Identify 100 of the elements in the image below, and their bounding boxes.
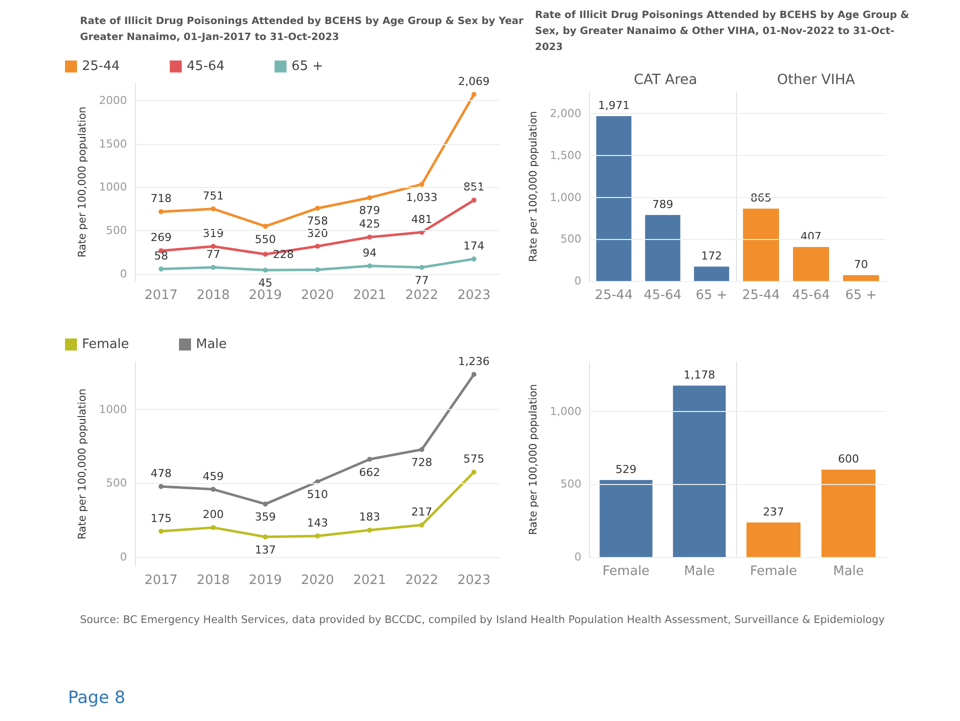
x-tick-label: Male xyxy=(833,564,864,579)
y-tick-label: 500 xyxy=(560,232,582,246)
data-label: 217 xyxy=(411,506,432,519)
point xyxy=(210,486,216,492)
point xyxy=(210,264,216,270)
point xyxy=(367,195,372,200)
data-label: 1,033 xyxy=(406,190,438,204)
x-tick-label: 2017 xyxy=(144,288,178,303)
y-tick-label: 500 xyxy=(560,478,582,491)
point xyxy=(419,182,424,187)
y-tick-label: 0 xyxy=(574,550,582,564)
x-tick-label: 45-64 xyxy=(644,288,682,303)
point xyxy=(158,266,164,272)
bar xyxy=(596,116,632,281)
y-tick-label: 0 xyxy=(120,268,127,281)
chart-title: Rate of Illicit Drug Poisonings Attended by BCEHS by Age Group & Sex by Year xyxy=(80,16,524,27)
data-label: 183 xyxy=(359,510,380,524)
data-label: 600 xyxy=(838,452,859,466)
y-tick-label: 500 xyxy=(106,224,127,238)
data-label: 269 xyxy=(150,231,172,244)
x-tick-label: 2019 xyxy=(248,573,282,588)
x-tick-label: 2018 xyxy=(196,573,230,588)
point xyxy=(471,198,476,203)
chart-subtitle: CAT Area xyxy=(634,72,698,88)
y-tick-label: 1,500 xyxy=(550,149,582,162)
point xyxy=(210,525,216,530)
data-label: 359 xyxy=(254,510,276,524)
point xyxy=(419,447,424,452)
data-label: 459 xyxy=(202,470,224,483)
point xyxy=(471,470,476,475)
data-label: 200 xyxy=(202,508,224,522)
point xyxy=(210,244,216,249)
data-label: 1,236 xyxy=(458,354,490,368)
data-label: 175 xyxy=(150,512,172,525)
data-label: 510 xyxy=(307,488,328,502)
y-tick-label: 1500 xyxy=(99,137,127,150)
bar xyxy=(694,266,730,281)
x-tick-label: 2020 xyxy=(300,288,334,303)
chart-subtitle: Greater Nanaimo, 01-Jan-2017 to 31-Oct-2023 xyxy=(80,32,340,43)
point xyxy=(367,234,372,240)
data-label: 1,971 xyxy=(598,99,630,112)
y-tick-label: 2000 xyxy=(99,94,127,107)
data-label: 143 xyxy=(307,516,328,530)
data-label: 425 xyxy=(359,218,380,231)
y-axis-title: Rate per 100,000 population xyxy=(528,111,540,262)
x-tick-label: 2020 xyxy=(300,573,334,588)
text: Page 8 xyxy=(68,688,126,708)
x-tick-label: 2017 xyxy=(144,573,178,588)
y-tick-label: 1000 xyxy=(99,402,127,416)
y-tick-label: 1000 xyxy=(99,180,127,194)
chart-title: Rate of Illicit Drug Poisonings Attended by BCEHS by Age Group & Sex, by Greater Nanaimo & Other VIHA, 01-Nov-2022 to 31-Oct-2023 xyxy=(535,9,910,55)
point xyxy=(262,224,268,229)
data-label: 58 xyxy=(154,250,168,263)
x-tick-label: 2018 xyxy=(196,288,230,303)
data-label: 94 xyxy=(362,246,377,260)
point xyxy=(471,372,476,377)
data-label: 137 xyxy=(254,543,276,556)
point xyxy=(158,209,164,214)
x-tick-label: 65 + xyxy=(845,288,877,303)
data-label: 45 xyxy=(258,276,272,290)
y-tick-label: 1,000 xyxy=(550,404,582,418)
data-label: 77 xyxy=(206,248,220,261)
data-label: 2,069 xyxy=(458,74,490,88)
bar xyxy=(645,215,680,281)
x-tick-label: 2021 xyxy=(353,573,386,588)
y-tick-label: 1,000 xyxy=(550,190,582,204)
x-tick-label: 2019 xyxy=(248,288,282,303)
y-tick-label: 0 xyxy=(574,274,582,288)
x-tick-label: 25-44 xyxy=(742,288,780,303)
y-axis-title: Rate per 100,000 population xyxy=(76,388,89,540)
point xyxy=(315,244,320,249)
data-label: 70 xyxy=(854,258,868,272)
legend-label: 65 + xyxy=(292,59,324,74)
data-label: 1,178 xyxy=(684,368,716,382)
data-label: 529 xyxy=(616,463,637,476)
y-axis-title: Rate per 100,000 population xyxy=(76,106,89,258)
point xyxy=(262,534,268,540)
data-label: 751 xyxy=(202,189,224,202)
y-tick-label: 2,000 xyxy=(550,107,582,120)
point xyxy=(367,528,372,533)
data-label: 550 xyxy=(254,232,276,246)
point xyxy=(158,528,164,534)
point xyxy=(262,502,268,507)
x-tick-label: 2023 xyxy=(457,573,490,588)
legend-label: Female xyxy=(82,337,130,352)
data-label: 77 xyxy=(414,274,429,287)
x-tick-label: Female xyxy=(750,564,798,579)
data-label: 718 xyxy=(150,192,172,206)
source-note: Source: BC Emergency Health Services, data provided by BCCDC, compiled by Island Health Population Health Assessment, Surveillance & Epidemiology xyxy=(80,614,885,626)
data-label: 174 xyxy=(463,239,484,252)
point xyxy=(262,268,268,273)
data-label: 575 xyxy=(463,452,484,466)
data-label: 879 xyxy=(359,204,380,218)
data-label: 662 xyxy=(359,466,380,479)
x-tick-label: 2022 xyxy=(405,288,438,303)
point xyxy=(471,256,476,262)
point xyxy=(158,484,164,489)
y-tick-label: 500 xyxy=(106,476,127,490)
x-tick-label: Male xyxy=(684,564,715,579)
data-label: 758 xyxy=(307,214,328,228)
